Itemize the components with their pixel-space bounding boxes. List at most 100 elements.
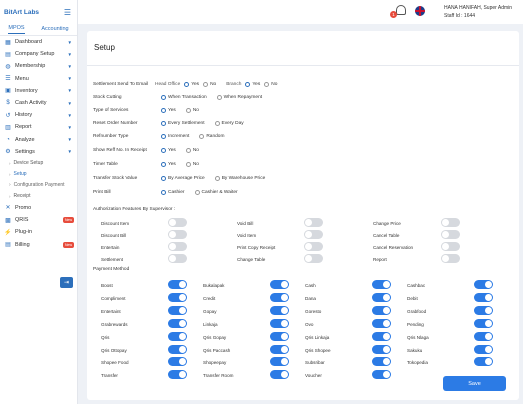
toggle-switch[interactable]	[270, 357, 289, 366]
sidebar-sub-receipt[interactable]: › Receipt	[0, 191, 77, 202]
radio-button[interactable]	[203, 81, 209, 87]
radio-button[interactable]	[185, 147, 191, 153]
toggle-switch[interactable]	[168, 280, 187, 289]
radio-button[interactable]	[161, 107, 166, 113]
toggle-switch[interactable]	[372, 345, 391, 354]
sidebar-item-analyze[interactable]: ◔ Analyze ▼	[0, 134, 77, 146]
sidebar-item-billing[interactable]: ▤ Billing New	[0, 238, 77, 250]
save-button[interactable]: Save	[443, 376, 506, 391]
radio-button[interactable]	[264, 81, 270, 87]
toggle-switch[interactable]	[168, 319, 187, 328]
option-every-day[interactable]: Every Day	[214, 120, 244, 126]
radio-button[interactable]	[161, 94, 166, 100]
toggle-switch[interactable]	[474, 306, 493, 315]
option-no[interactable]: No	[203, 81, 216, 87]
uk-flag-icon[interactable]	[415, 6, 425, 16]
radio-button[interactable]	[161, 120, 166, 126]
toggle-switch[interactable]	[168, 332, 187, 341]
option-no[interactable]: No	[185, 107, 199, 113]
toggle-switch[interactable]	[441, 242, 460, 251]
sidebar-item-history[interactable]: ↺ History ▼	[0, 109, 77, 121]
option-when-transaction[interactable]: When Transaction	[161, 94, 207, 100]
collapse-sidebar-button[interactable]: ⇥	[60, 277, 73, 288]
toggle-switch[interactable]	[372, 306, 391, 315]
toggle-switch[interactable]	[168, 230, 187, 239]
option-yes[interactable]: Yes	[161, 147, 176, 153]
sidebar-item-inventory[interactable]: ▣ Inventory ▼	[0, 85, 77, 97]
toggle-switch[interactable]	[372, 357, 391, 366]
sidebar-item-cash-activity[interactable]: $ Cash Activity ▼	[0, 97, 77, 109]
option-no[interactable]: No	[264, 81, 277, 87]
toggle-switch[interactable]	[474, 319, 493, 328]
radio-button[interactable]	[161, 133, 166, 139]
toggle-switch[interactable]	[372, 319, 391, 328]
sidebar-item-qris[interactable]: ▩ QRIS New	[0, 214, 77, 226]
radio-button[interactable]	[161, 175, 166, 181]
toggle-switch[interactable]	[304, 230, 323, 239]
sidebar-sub-setup[interactable]: › Setup	[0, 169, 77, 180]
toggle-switch[interactable]	[304, 218, 323, 227]
toggle-switch[interactable]	[474, 293, 493, 302]
toggle-switch[interactable]	[304, 254, 323, 263]
radio-button[interactable]	[161, 161, 166, 167]
toggle-switch[interactable]	[168, 293, 187, 302]
toggle-switch[interactable]	[474, 345, 493, 354]
toggle-switch[interactable]	[168, 357, 187, 366]
toggle-switch[interactable]	[270, 280, 289, 289]
user-info[interactable]: HANA HANIFAH, Super Admin Staff Id : 164…	[444, 5, 512, 20]
radio-button[interactable]	[185, 161, 191, 167]
toggle-switch[interactable]	[270, 345, 289, 354]
sidebar-sub-device-setup[interactable]: › Device Setup	[0, 158, 77, 169]
sidebar-item-promo[interactable]: ✕ Promo	[0, 202, 77, 214]
radio-button[interactable]	[161, 147, 166, 153]
radio-button[interactable]	[214, 175, 220, 181]
option-yes[interactable]: Yes	[161, 161, 176, 167]
radio-button[interactable]	[214, 120, 220, 126]
toggle-switch[interactable]	[372, 293, 391, 302]
option-no[interactable]: No	[185, 161, 199, 167]
option-by-average-price[interactable]: By Average Price	[161, 175, 205, 181]
radio-button[interactable]	[185, 107, 191, 113]
toggle-switch[interactable]	[270, 332, 289, 341]
option-no[interactable]: No	[185, 147, 199, 153]
toggle-switch[interactable]	[168, 370, 187, 379]
toggle-switch[interactable]	[372, 280, 391, 289]
radio-button[interactable]	[199, 133, 205, 139]
toggle-switch[interactable]	[168, 242, 187, 251]
toggle-switch[interactable]	[270, 306, 289, 315]
sidebar-item-settings[interactable]: ⚙ Settings ▼	[0, 146, 77, 158]
toggle-switch[interactable]	[474, 280, 493, 289]
option-cashier-waiter[interactable]: Cashier & Waiter	[194, 189, 238, 195]
toggle-switch[interactable]	[270, 370, 289, 379]
radio-button[interactable]	[216, 94, 222, 100]
toggle-switch[interactable]	[441, 230, 460, 239]
toggle-switch[interactable]	[270, 293, 289, 302]
radio-button[interactable]	[194, 189, 200, 195]
toggle-switch[interactable]	[168, 345, 187, 354]
option-yes[interactable]: Yes	[184, 81, 199, 87]
sidebar-item-menu[interactable]: ☰ Menu ▼	[0, 73, 77, 85]
hamburger-icon[interactable]: ☰	[63, 7, 71, 17]
option-yes[interactable]: Yes	[161, 107, 176, 113]
radio-button[interactable]	[161, 189, 166, 195]
sidebar-item-membership[interactable]: ◍ Membership ▼	[0, 60, 77, 72]
sidebar-item-company-setup[interactable]: ▤ Company Setup ▼	[0, 48, 77, 60]
toggle-switch[interactable]	[168, 306, 187, 315]
notification-badge[interactable]: 1	[390, 11, 397, 18]
option-yes[interactable]: Yes	[245, 81, 260, 87]
toggle-switch[interactable]	[168, 254, 187, 263]
option-every-settlement[interactable]: Every Settlement	[161, 120, 205, 126]
radio-button[interactable]	[184, 81, 190, 87]
option-by-warehouse-price[interactable]: By Warehouse Price	[214, 175, 265, 181]
toggle-switch[interactable]	[474, 357, 493, 366]
toggle-switch[interactable]	[372, 370, 391, 379]
radio-button[interactable]	[245, 81, 251, 87]
option-cashier[interactable]: Cashier	[161, 189, 185, 195]
tab-mpos[interactable]: MPOS	[8, 25, 25, 34]
option-random[interactable]: Random	[199, 133, 224, 139]
tab-accounting[interactable]: Accounting	[41, 25, 69, 32]
toggle-switch[interactable]	[372, 332, 391, 341]
sidebar-item-dashboard[interactable]: ▦ Dashboard ▼	[0, 36, 77, 48]
option-increment[interactable]: Increment	[161, 133, 189, 139]
headset-icon[interactable]	[396, 5, 406, 15]
